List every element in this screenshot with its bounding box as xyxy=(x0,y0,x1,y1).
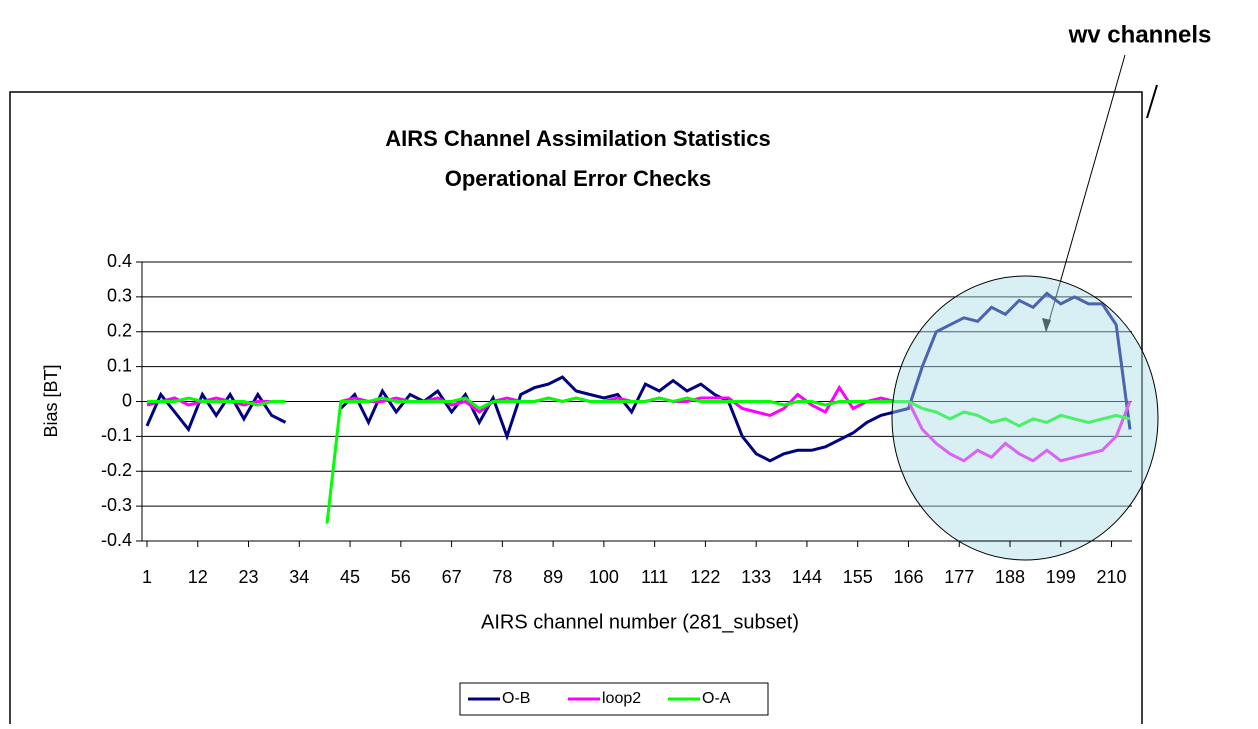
y-tick-label: -0.1 xyxy=(101,425,132,445)
y-tick-label: -0.4 xyxy=(101,530,132,550)
x-tick-label: 188 xyxy=(995,567,1025,587)
x-tick-label: 34 xyxy=(289,567,309,587)
x-tick-label: 23 xyxy=(239,567,259,587)
x-tick-label: 155 xyxy=(843,567,873,587)
x-tick-label: 166 xyxy=(893,567,923,587)
legend xyxy=(459,682,769,716)
annotation-arrow xyxy=(1045,54,1126,333)
x-tick-label: 199 xyxy=(1046,567,1076,587)
x-tick-label: 78 xyxy=(492,567,512,587)
x-tick-label: 45 xyxy=(340,567,360,587)
y-tick-label: -0.2 xyxy=(101,460,132,480)
x-tick-label: 100 xyxy=(589,567,619,587)
x-tick-label: 122 xyxy=(690,567,720,587)
x-axis-label: AIRS channel number (281_subset) xyxy=(481,611,799,633)
x-tick-label: 210 xyxy=(1097,567,1127,587)
x-tick-label: 67 xyxy=(442,567,462,587)
x-tick-label: 144 xyxy=(792,567,822,587)
y-tick-label: 0.3 xyxy=(107,286,132,306)
annotation: wv channels xyxy=(1068,21,1212,48)
series-line xyxy=(146,384,1132,463)
x-tick-label: 56 xyxy=(391,567,411,587)
chart-subtitle: Operational Error Checks xyxy=(445,166,712,191)
plot-lines xyxy=(145,291,1132,524)
chart-frame xyxy=(9,91,1143,729)
x-tick-label: 111 xyxy=(641,567,668,587)
axes: 0.4 0.3 0.2 0.1 0 -0.1 -0.2 -0.3 -0.4 1 12 23 34 45 56… xyxy=(101,251,1132,587)
x-tick-label: 1 xyxy=(142,567,152,587)
legend-label: O-A xyxy=(702,690,731,707)
legend-label: O-B xyxy=(502,690,530,707)
x-tick-label: 177 xyxy=(944,567,974,587)
grid xyxy=(142,261,1132,542)
y-tick-label: -0.3 xyxy=(101,495,132,515)
y-tick-label: 0.2 xyxy=(107,321,132,341)
legend-label: loop2 xyxy=(602,690,641,707)
y-axis-label: Bias [BT] xyxy=(41,364,61,437)
y-tick-label: 0.1 xyxy=(107,355,132,375)
y-tick-label: 0 xyxy=(122,390,132,410)
x-tick-label: 89 xyxy=(543,567,563,587)
x-tick-label: 133 xyxy=(741,567,771,587)
x-tick-label: 12 xyxy=(188,567,208,587)
annotation-mark xyxy=(1146,84,1158,119)
highlight-circle xyxy=(891,275,1159,561)
arrow-head xyxy=(1042,318,1051,332)
series-line xyxy=(147,396,1131,524)
y-tick-label: 0.4 xyxy=(107,251,132,271)
chart-title: AIRS Channel Assimilation Statistics xyxy=(385,126,771,151)
